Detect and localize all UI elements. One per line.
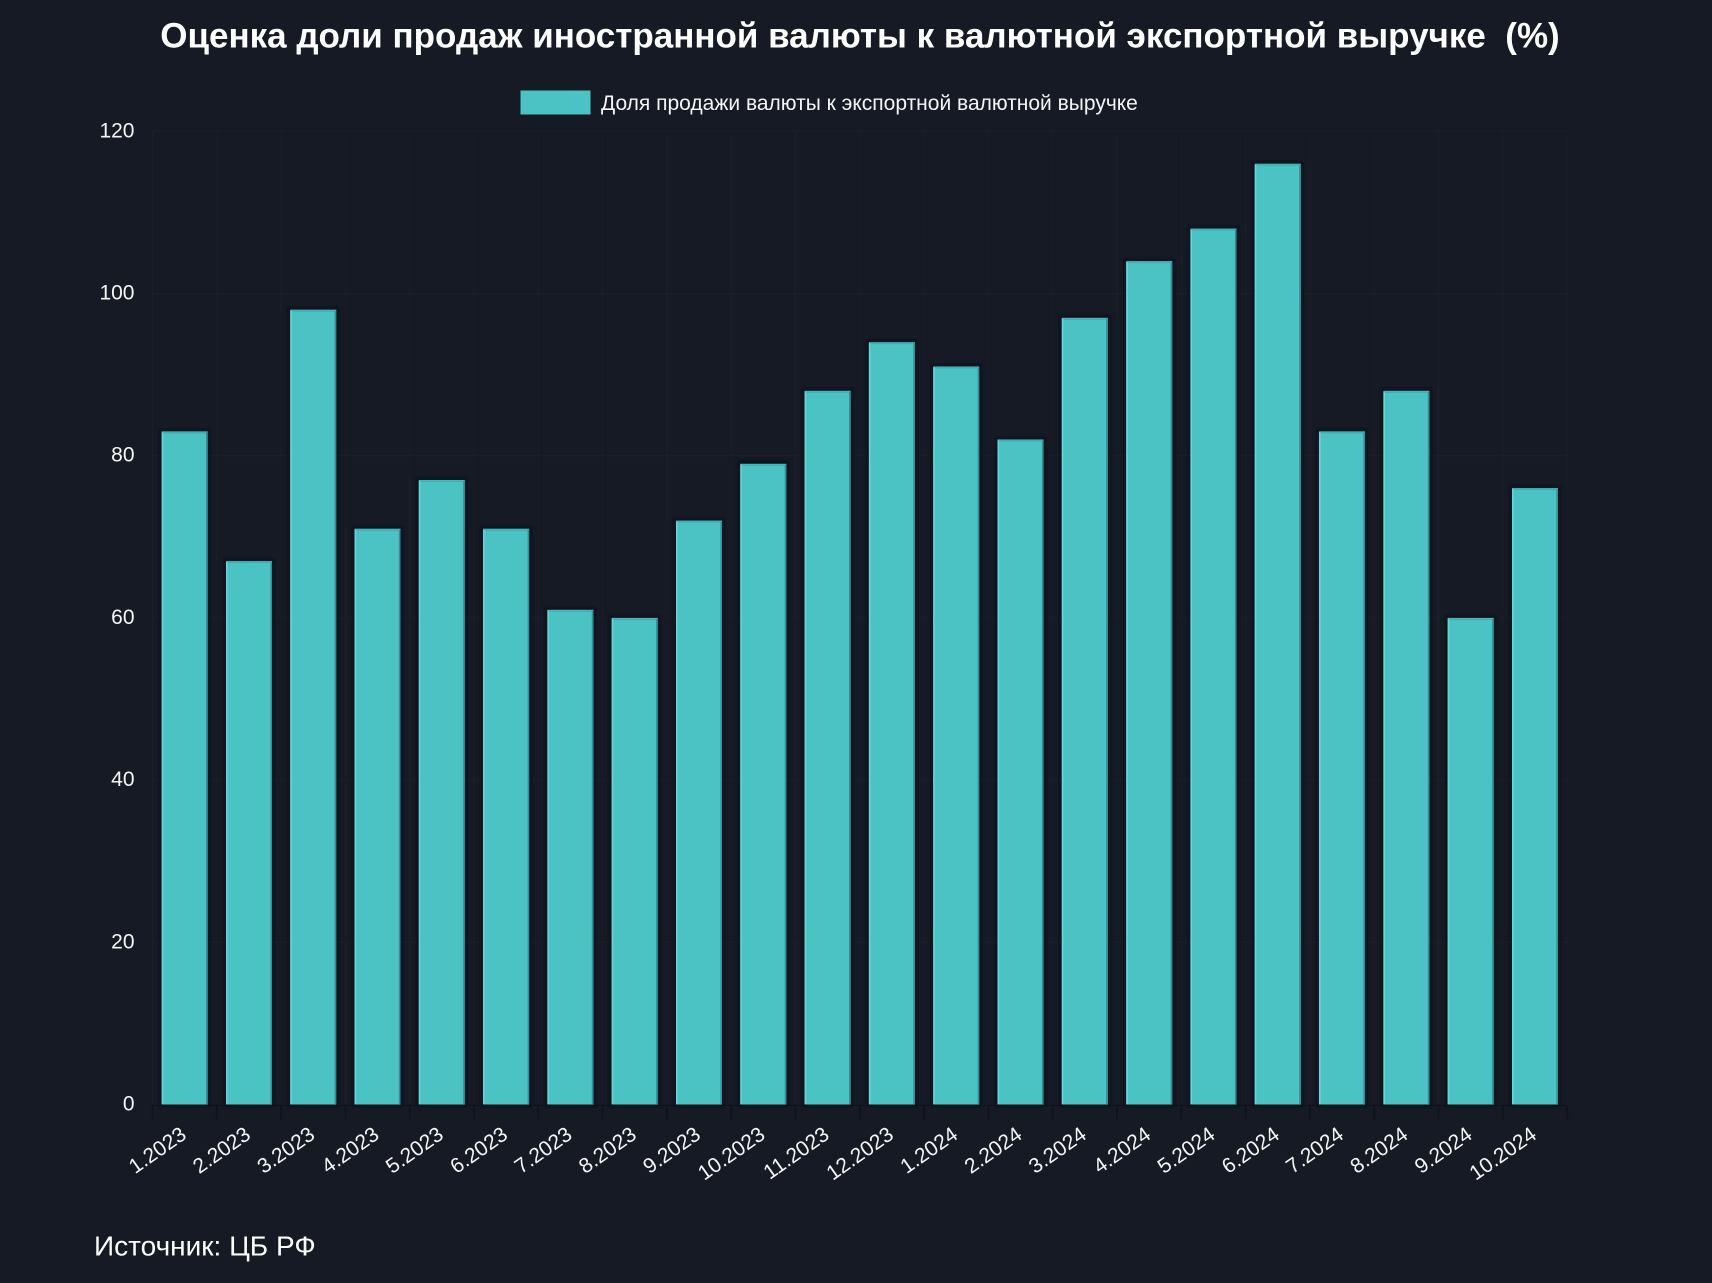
svg-text:40: 40: [111, 768, 134, 791]
svg-text:120: 120: [99, 119, 134, 142]
svg-text:Оценка доли продаж иностранной: Оценка доли продаж иностранной валюты к …: [160, 17, 1559, 56]
svg-text:Источник: ЦБ РФ: Источник: ЦБ РФ: [94, 1231, 316, 1262]
svg-text:60: 60: [111, 606, 134, 629]
svg-text:100: 100: [99, 282, 134, 305]
svg-text:80: 80: [111, 444, 134, 467]
svg-text:0: 0: [123, 1093, 135, 1116]
svg-text:20: 20: [111, 930, 134, 953]
svg-text:Доля продажи валюты к экспортн: Доля продажи валюты к экспортной валютно…: [601, 92, 1138, 115]
